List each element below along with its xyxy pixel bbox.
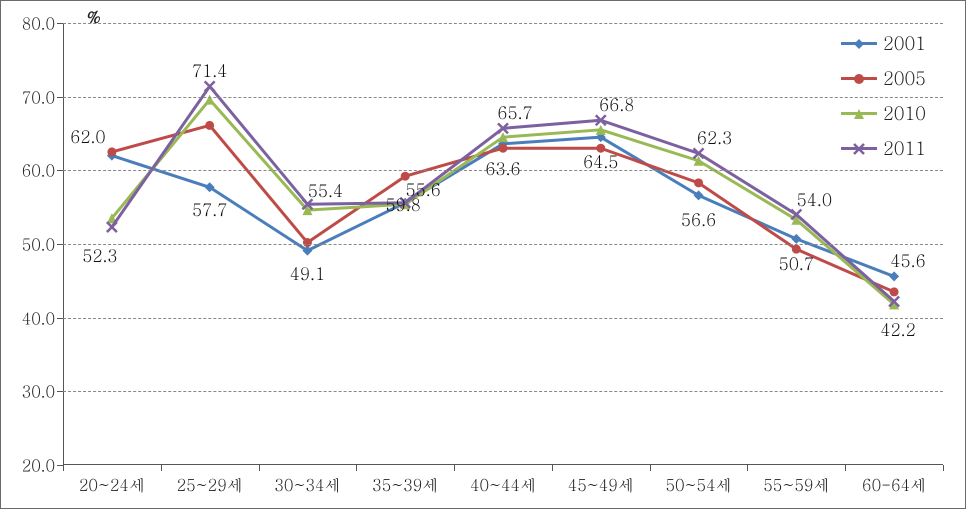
legend-label: 2005 (883, 66, 926, 91)
x-tick-label: 55~59세 (763, 473, 829, 496)
y-tick-mark (57, 170, 63, 171)
legend-marker-icon (852, 142, 866, 156)
y-tick-label: 80.0 (22, 12, 55, 35)
legend-item-2001: 2001 (841, 31, 926, 56)
legend-line-sample (841, 42, 877, 45)
legend-marker-icon (852, 37, 866, 51)
x-tick-mark (356, 465, 357, 471)
x-tick-mark (845, 465, 846, 471)
gridline (63, 391, 943, 392)
legend-line-sample (841, 77, 877, 80)
x-tick-mark (943, 465, 944, 471)
x-tick-label: 60-64세 (862, 473, 926, 496)
series-marker-2005 (792, 245, 801, 254)
y-tick-label: 50.0 (22, 233, 55, 256)
x-tick-label: 30~34세 (274, 473, 340, 496)
series-marker-2011 (205, 81, 215, 91)
legend-item-2011: 2011 (841, 136, 926, 161)
series-marker-2005 (205, 121, 214, 130)
x-tick-mark (63, 465, 64, 471)
gridline (63, 244, 943, 245)
x-tick-mark (552, 465, 553, 471)
y-tick-mark (57, 23, 63, 24)
chart-frame: % 20.030.040.050.060.070.080.020~24세25~2… (0, 0, 966, 509)
x-tick-mark (259, 465, 260, 471)
legend-label: 2011 (883, 136, 926, 161)
plot-area: 20.030.040.050.060.070.080.020~24세25~29세… (63, 23, 943, 465)
gridline (63, 318, 943, 319)
y-tick-mark (57, 391, 63, 392)
x-tick-label: 45~49세 (568, 473, 634, 496)
series-marker-2001 (791, 234, 801, 244)
legend-item-2005: 2005 (841, 66, 926, 91)
gridline (63, 97, 943, 98)
series-marker-2005 (694, 178, 703, 187)
x-tick-mark (454, 465, 455, 471)
x-tick-label: 20~24세 (79, 473, 145, 496)
y-tick-mark (57, 244, 63, 245)
legend-marker-icon (852, 107, 866, 121)
x-tick-mark (161, 465, 162, 471)
gridline (63, 23, 943, 24)
legend: 2001 2005 2010 2011 (841, 31, 926, 161)
series-marker-2005 (596, 144, 605, 153)
series-marker-2005 (401, 172, 410, 181)
series-marker-2005 (303, 238, 312, 247)
y-tick-label: 30.0 (22, 380, 55, 403)
x-tick-mark (747, 465, 748, 471)
y-tick-label: 60.0 (22, 159, 55, 182)
series-marker-2011 (107, 222, 117, 232)
x-tick-label: 35~39세 (372, 473, 438, 496)
x-tick-label: 40~44세 (470, 473, 536, 496)
series-marker-2001 (889, 271, 899, 281)
series-marker-2005 (890, 287, 899, 296)
series-line-2011 (112, 86, 894, 301)
series-marker-2005 (499, 144, 508, 153)
legend-line-sample (841, 112, 877, 115)
x-tick-label: 50~54세 (665, 473, 731, 496)
y-tick-mark (57, 97, 63, 98)
legend-item-2010: 2010 (841, 101, 926, 126)
legend-line-sample (841, 147, 877, 150)
gridline (63, 170, 943, 171)
x-tick-mark (650, 465, 651, 471)
legend-label: 2001 (883, 31, 926, 56)
legend-label: 2010 (883, 101, 926, 126)
legend-marker-icon (852, 72, 866, 86)
y-tick-label: 70.0 (22, 85, 55, 108)
series-marker-2005 (107, 147, 116, 156)
y-tick-label: 20.0 (22, 454, 55, 477)
y-tick-mark (57, 318, 63, 319)
x-tick-label: 25~29세 (177, 473, 243, 496)
y-tick-label: 40.0 (22, 306, 55, 329)
